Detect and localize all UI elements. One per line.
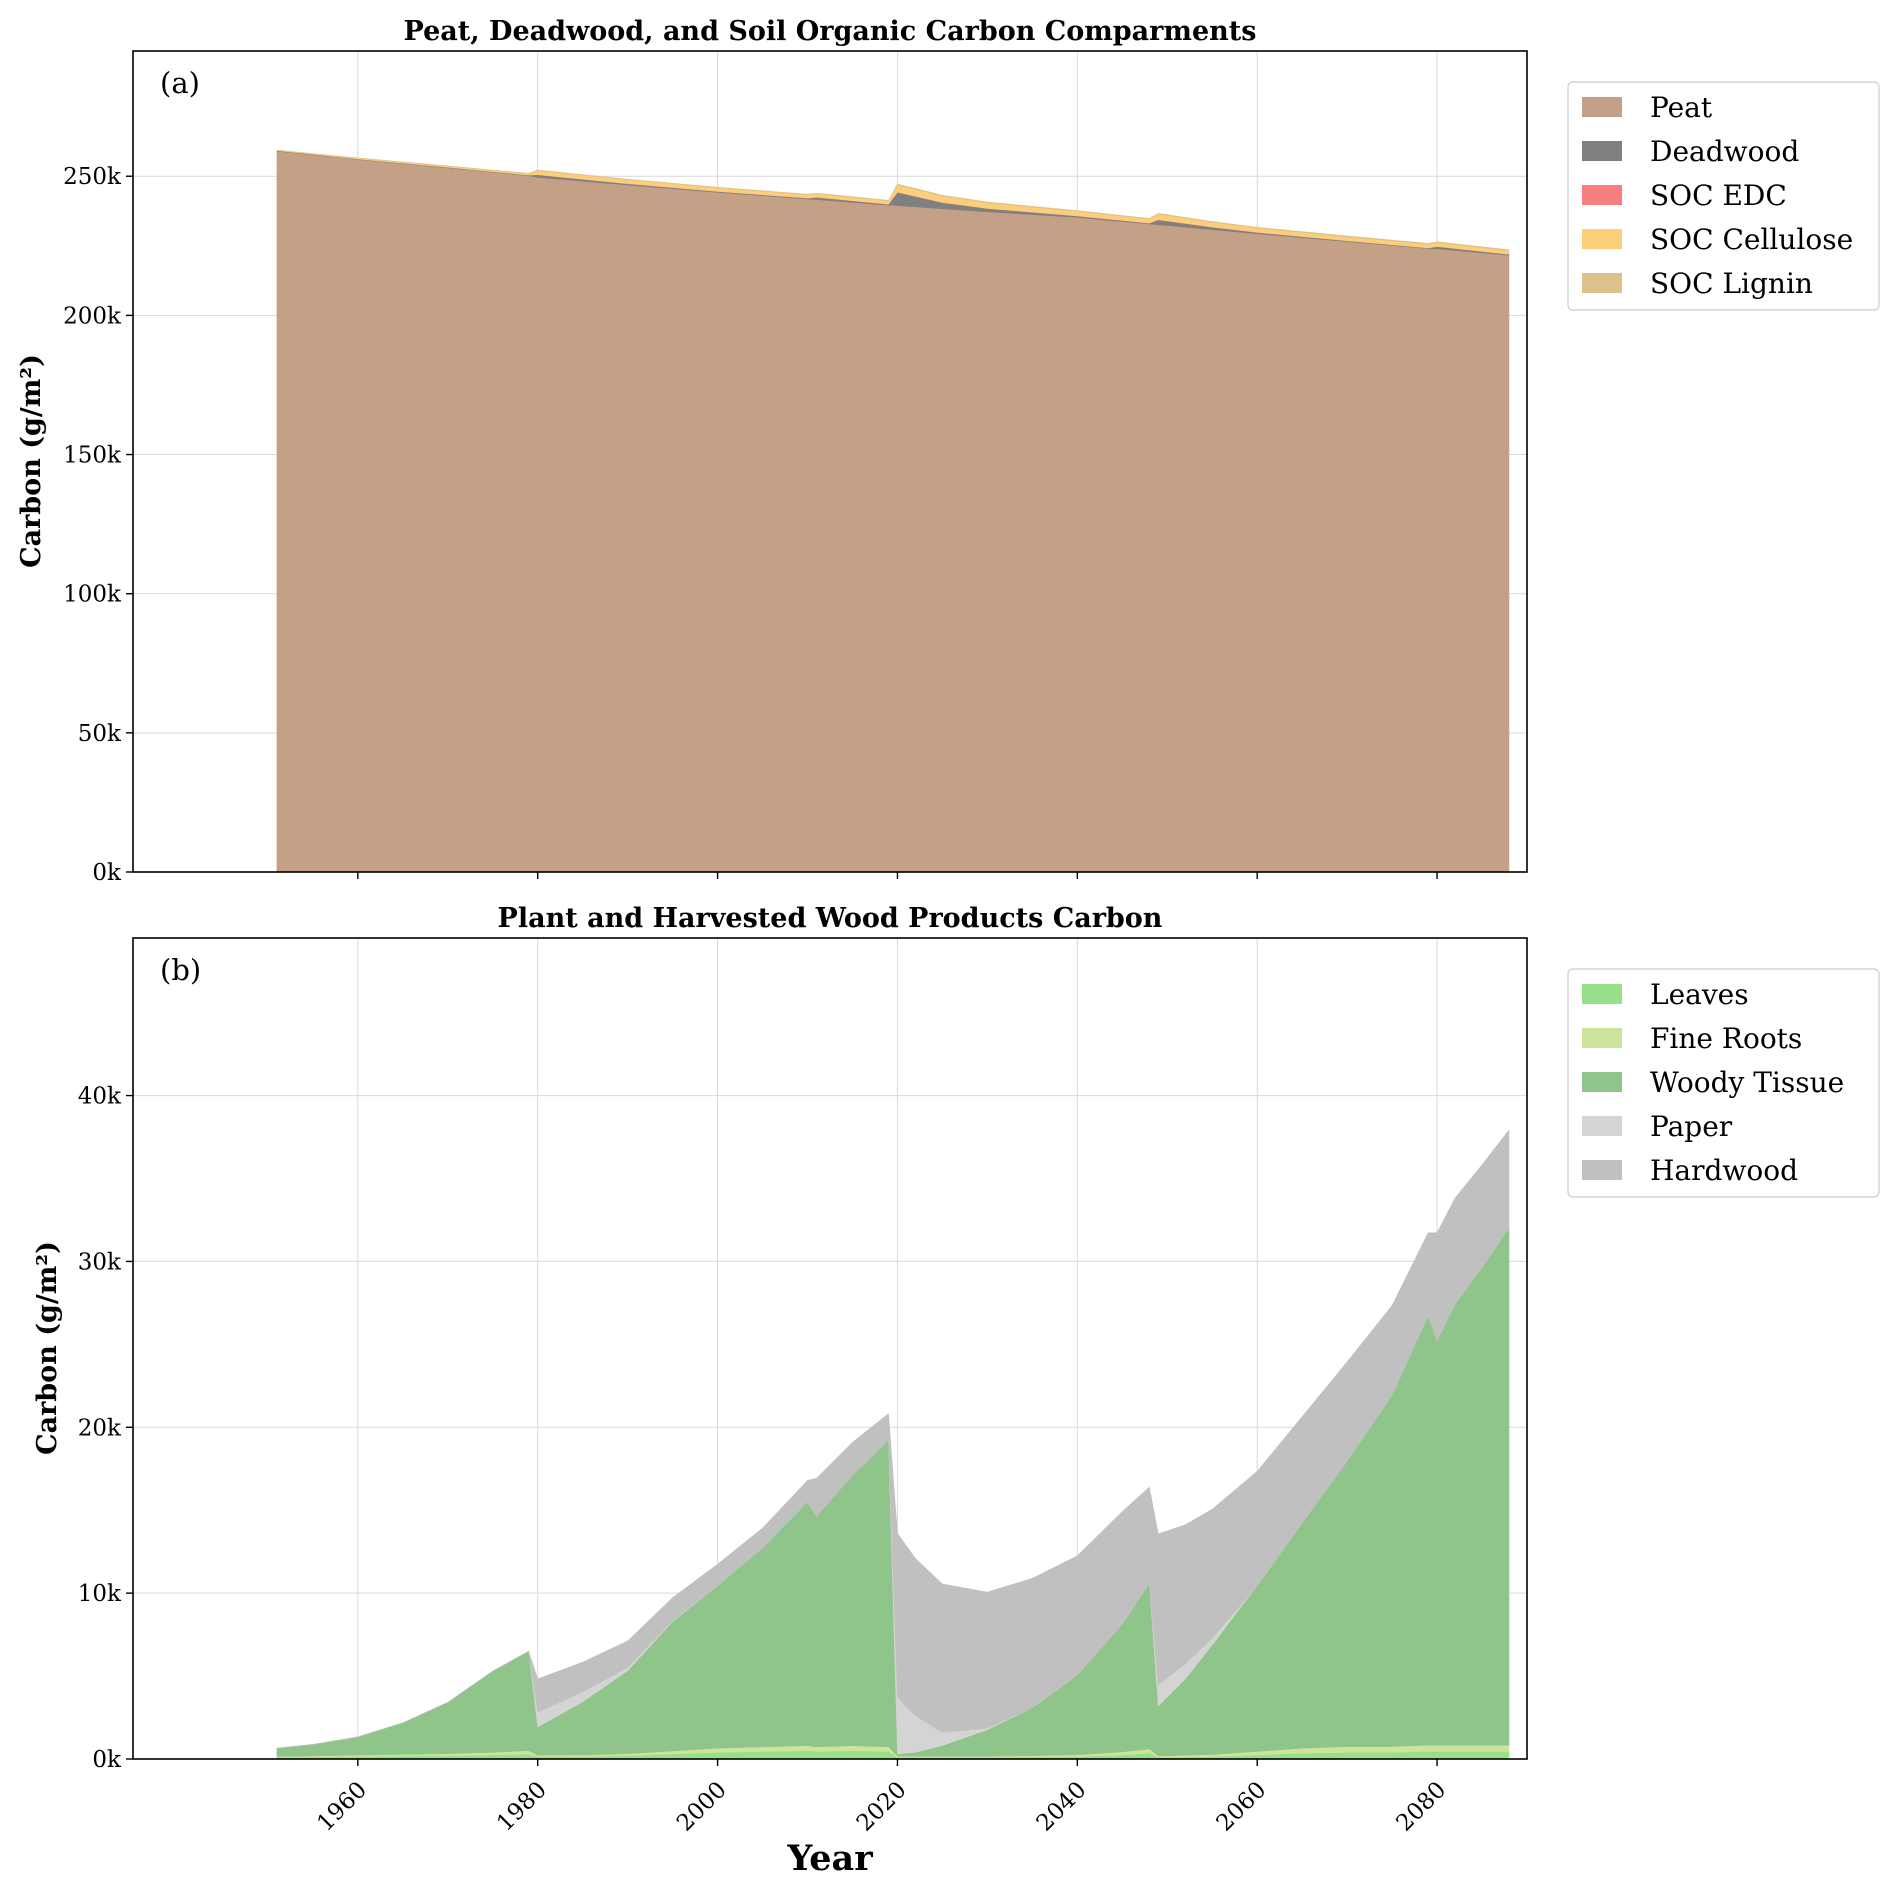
y-tick-label: 200k	[63, 303, 122, 329]
legend-label-fine-roots: Fine Roots	[1650, 1022, 1802, 1055]
panel-b-frame	[132, 937, 1528, 1760]
area-peat	[276, 150, 1510, 873]
y-tick-label: 30k	[78, 1249, 122, 1275]
panel-b-label: (b)	[160, 953, 201, 987]
legend-label-peat: Peat	[1650, 91, 1713, 124]
x-tick-label: 2060	[1212, 1777, 1272, 1837]
panel-a-frame	[132, 50, 1528, 873]
area-hardwood	[276, 1129, 1510, 1749]
x-tick-label: 2000	[672, 1777, 732, 1837]
legend-swatch-paper	[1582, 1116, 1622, 1136]
legend-swatch-leaves	[1582, 984, 1622, 1004]
legend-swatch-soc-edc	[1582, 185, 1622, 205]
panel-b-ylabel: Carbon (g/m²)	[32, 1241, 63, 1455]
panel-b-title: Plant and Harvested Wood Products Carbon	[498, 903, 1163, 934]
legend-label-hardwood: Hardwood	[1650, 1154, 1798, 1187]
y-tick-label: 100k	[63, 582, 122, 608]
legend-label-soc-lignin: SOC Lignin	[1650, 267, 1813, 300]
legend-label-leaves: Leaves	[1650, 978, 1749, 1011]
legend-label-soc-edc: SOC EDC	[1650, 179, 1787, 212]
legend-label-deadwood: Deadwood	[1650, 135, 1799, 168]
y-tick-label: 40k	[78, 1084, 122, 1110]
legend-swatch-soc-cellulose	[1582, 229, 1622, 249]
legend-swatch-fine-roots	[1582, 1028, 1622, 1048]
panel-a-ticks: 0k 50k 100k 150k 200k 250k	[63, 164, 1438, 886]
legend-swatch-hardwood	[1582, 1160, 1622, 1180]
legend-label-woody-tissue: Woody Tissue	[1650, 1066, 1844, 1099]
panel-b-legend: Leaves Fine Roots Woody Tissue Paper Hardwoo…	[1567, 968, 1880, 1198]
panel-a-areas	[276, 149, 1510, 873]
panel-a-label: (a)	[160, 66, 200, 100]
panel-a-legend: Peat Deadwood SOC EDC SOC Cellulose SOC Lign…	[1567, 81, 1880, 311]
x-tick-label: 2080	[1392, 1777, 1452, 1837]
x-tick-label: 2020	[852, 1777, 912, 1837]
panel-b-chart: Plant and Harvested Wood Products Carbon…	[32, 903, 1880, 1879]
y-tick-label: 150k	[63, 443, 122, 469]
y-tick-label: 50k	[78, 721, 122, 747]
legend-swatch-peat	[1582, 97, 1622, 117]
x-tick-label: 1980	[492, 1777, 552, 1837]
panel-a-title: Peat, Deadwood, and Soil Organic Carbon …	[404, 16, 1257, 47]
y-tick-label: 0k	[92, 1747, 122, 1773]
legend-box	[1567, 81, 1880, 311]
legend-label-soc-cellulose: SOC Cellulose	[1650, 223, 1853, 256]
legend-swatch-deadwood	[1582, 141, 1622, 161]
x-tick-label: 2040	[1032, 1777, 1092, 1837]
y-tick-label: 0k	[92, 860, 122, 886]
y-tick-label: 20k	[78, 1415, 122, 1441]
legend-box	[1567, 968, 1880, 1198]
area-soc-lignin	[276, 149, 1510, 251]
legend-label-paper: Paper	[1650, 1110, 1733, 1143]
legend-swatch-woody-tissue	[1582, 1072, 1622, 1092]
y-tick-label: 250k	[63, 164, 122, 190]
legend-swatch-soc-lignin	[1582, 273, 1622, 293]
y-tick-label: 10k	[78, 1581, 122, 1607]
panel-a-ylabel: Carbon (g/m²)	[16, 354, 47, 568]
panel-b-areas	[276, 1129, 1510, 1760]
panel-b-xlabel: Year	[786, 1838, 873, 1879]
panel-a-chart: Peat, Deadwood, and Soil Organic Carbon …	[16, 16, 1880, 886]
x-tick-label: 1960	[312, 1777, 372, 1837]
